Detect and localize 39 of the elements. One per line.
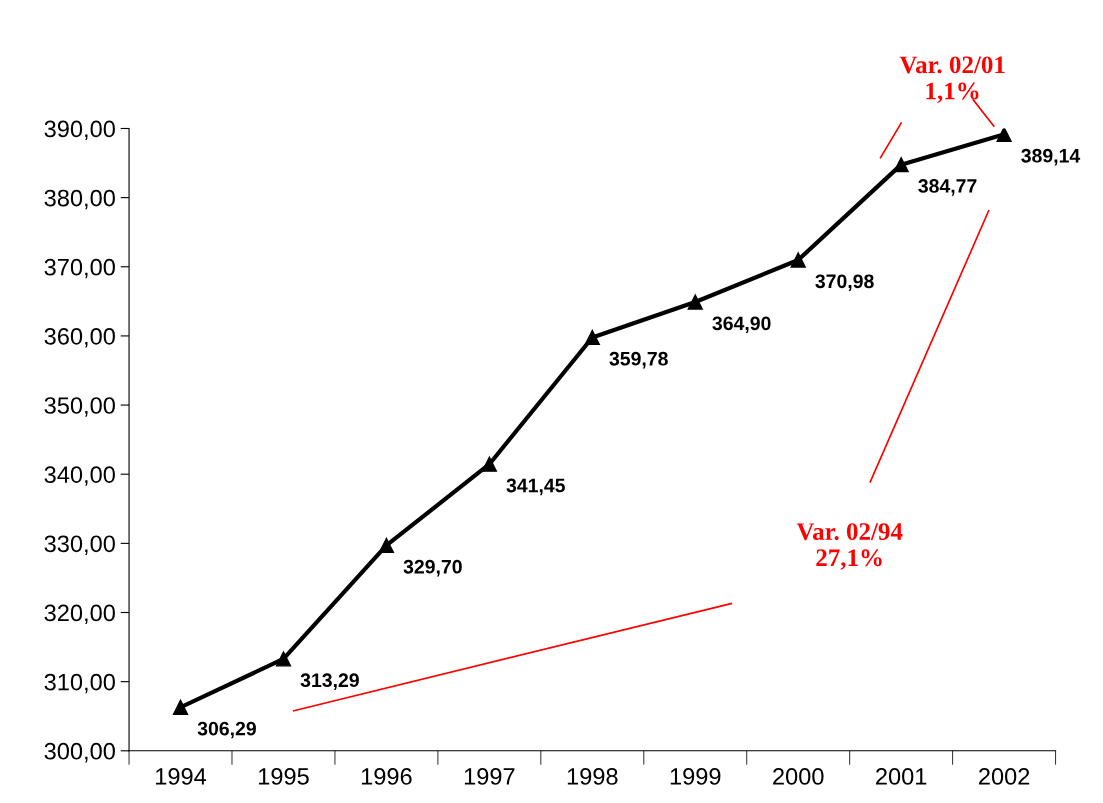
x-tick-label: 1994 xyxy=(156,768,207,785)
point xyxy=(275,651,292,667)
x-tick-label: 2000 xyxy=(773,768,824,785)
x-tick-label: 1995 xyxy=(259,768,309,785)
x-tick-label: 1997 xyxy=(464,768,515,785)
x-tick-label: 1998 xyxy=(567,768,618,785)
text: Var. 02/01 1,1% xyxy=(899,56,1005,104)
point xyxy=(172,699,189,715)
data-label: 359,78 xyxy=(609,351,668,369)
x-tick-label: 2002 xyxy=(979,768,1030,785)
y-tick-label: 340,00 xyxy=(44,466,115,486)
data-label: 370,98 xyxy=(815,274,874,291)
y-tick-label: 350,00 xyxy=(44,397,115,417)
y-tick-label: 320,00 xyxy=(44,604,115,625)
data-label: 384,77 xyxy=(918,179,977,196)
x-tick-label: 2001 xyxy=(876,768,927,785)
y-tick-label: 370,00 xyxy=(44,258,115,279)
data-label: 389,14 xyxy=(1021,148,1081,166)
point xyxy=(481,456,498,472)
data-label: 364,90 xyxy=(712,316,771,334)
y-tick-label: 300,00 xyxy=(44,742,115,763)
point xyxy=(790,252,806,268)
y-tick-label: 390,00 xyxy=(44,120,115,141)
y-tick-label: 310,00 xyxy=(44,673,115,694)
point xyxy=(893,157,909,173)
y-tick-label: 360,00 xyxy=(44,327,115,348)
data-label: 329,70 xyxy=(403,559,462,577)
data-label: 341,45 xyxy=(506,478,565,496)
annotation: Var. 02/94 27,1% xyxy=(796,523,903,570)
y-tick-label: 380,00 xyxy=(44,189,115,210)
data-label: 306,29 xyxy=(197,721,256,739)
point xyxy=(687,294,703,310)
point xyxy=(584,329,600,346)
y-tick-label: 330,00 xyxy=(44,535,115,555)
data-label: 313,29 xyxy=(300,673,359,690)
x-tick-label: 1996 xyxy=(361,768,412,785)
point xyxy=(996,128,1012,143)
x-tick-label: 1999 xyxy=(670,768,721,785)
point xyxy=(378,537,395,554)
